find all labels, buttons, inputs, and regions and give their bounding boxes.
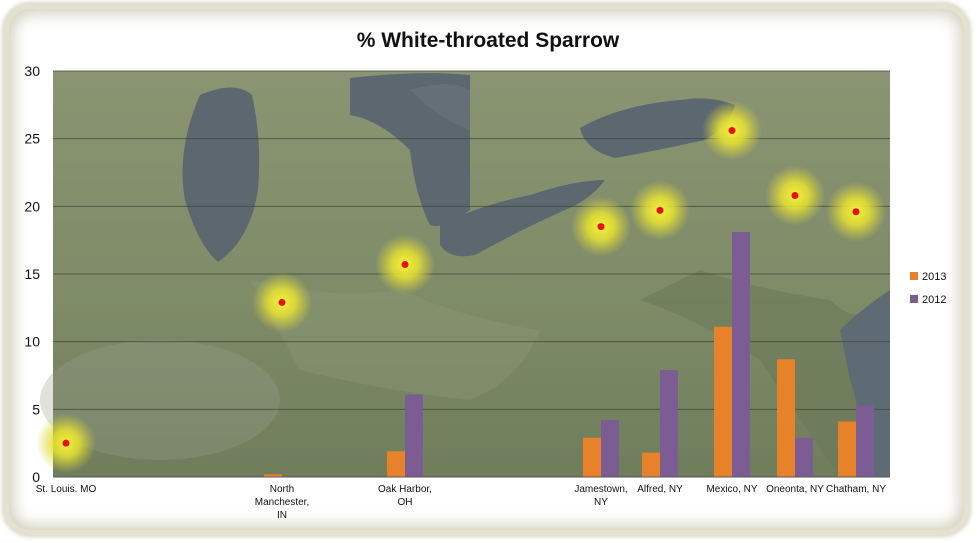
location-marker-dot (728, 127, 736, 135)
location-marker-dot (791, 192, 799, 200)
bar-2013 (642, 452, 660, 477)
bar-2013 (583, 437, 601, 477)
bar-2013 (777, 359, 795, 477)
location-markers (36, 100, 886, 474)
x-tick-label: Mexico, NY (706, 484, 757, 495)
x-axis: St. Louis. MO North Manchester, IN Oak Harbo… (36, 484, 887, 521)
bar-2012 (405, 394, 423, 477)
y-tick-label: 20 (24, 198, 40, 214)
location-marker-dot (401, 261, 409, 269)
bar-2013 (838, 421, 856, 477)
y-tick-label: 30 (24, 63, 40, 79)
bar-2012 (795, 437, 813, 477)
x-tick-label: Oak Harbor, OH (378, 484, 432, 508)
chart-title: % White-throated Sparrow (357, 29, 620, 52)
x-tick-label: Chatham, NY (826, 484, 886, 495)
y-tick-label: 5 (32, 401, 40, 417)
bar-2012 (601, 420, 619, 477)
y-tick-label: 25 (24, 131, 40, 147)
location-marker-dot (62, 439, 70, 447)
x-tick-label: Alfred, NY (637, 484, 683, 495)
y-tick-label: 10 (24, 334, 40, 350)
location-marker-dot (656, 206, 664, 214)
bar-2012 (732, 232, 750, 477)
legend-swatch-2012 (910, 295, 918, 303)
location-marker-dot (278, 298, 286, 306)
y-tick-label: 0 (32, 469, 40, 485)
legend-label-2013: 2013 (922, 271, 946, 283)
bars (264, 232, 874, 477)
bar-2013 (264, 474, 282, 477)
y-axis: 0 5 10 15 20 25 30 (24, 63, 40, 485)
bar-2012 (660, 370, 678, 477)
x-tick-label: North Manchester, IN (255, 484, 309, 521)
bar-2013 (387, 451, 405, 477)
y-tick-label: 15 (24, 266, 40, 282)
x-tick-label: Oneonta, NY (766, 484, 824, 495)
bar-2013 (714, 326, 732, 477)
location-marker-dot (852, 208, 860, 216)
legend-label-2012: 2012 (922, 294, 946, 306)
legend: 2013 2012 (910, 271, 946, 306)
location-marker-dot (597, 223, 605, 231)
x-tick-label: St. Louis. MO (36, 484, 97, 495)
bar-2012 (856, 405, 874, 477)
x-tick-label: Jamestown, NY (574, 484, 627, 508)
legend-swatch-2013 (910, 272, 918, 280)
